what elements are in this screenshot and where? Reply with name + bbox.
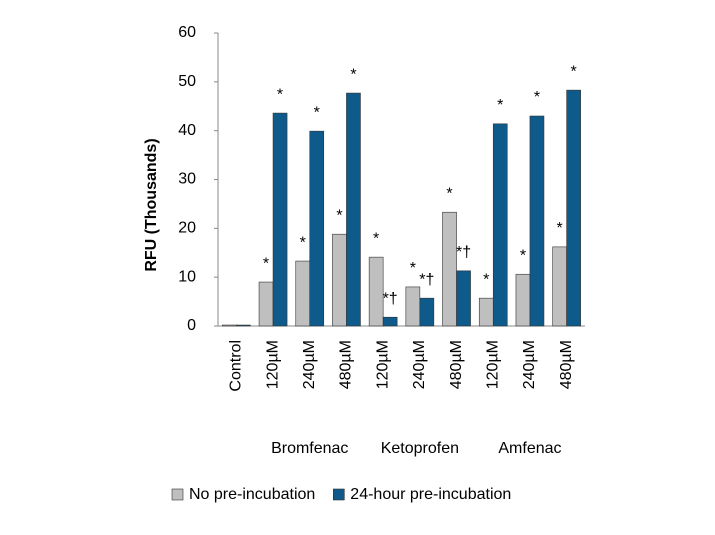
- annotation: *: [300, 234, 306, 251]
- annotation: *: [497, 97, 503, 114]
- bar: [258, 281, 274, 327]
- y-tick-label: 0: [187, 317, 196, 334]
- legend-swatch: [332, 488, 345, 501]
- y-tick-label: 50: [178, 73, 196, 90]
- bar: [368, 256, 384, 327]
- bar: [515, 273, 531, 327]
- y-tick-label: 40: [178, 122, 196, 139]
- annotation: *: [263, 255, 269, 272]
- x-tick-label: 120µM: [374, 340, 391, 389]
- y-tick-label: 30: [178, 171, 196, 188]
- bar: [405, 286, 421, 327]
- bar: [346, 92, 361, 327]
- bar: [382, 316, 398, 327]
- group-label: Bromfenac: [271, 440, 348, 457]
- bar: [492, 123, 508, 327]
- bar: [442, 211, 457, 327]
- annotation: *: [446, 185, 452, 202]
- y-tick-label: 10: [178, 268, 196, 285]
- annotation: *: [336, 207, 342, 224]
- x-tick-label: 120µM: [264, 340, 281, 389]
- x-tick-label: 480µM: [558, 340, 575, 389]
- legend-swatch: [171, 488, 184, 501]
- legend-label: 24-hour pre-incubation: [350, 486, 511, 503]
- annotation: *: [410, 260, 416, 277]
- x-tick-label: 240µM: [411, 340, 428, 389]
- annotation: *: [277, 86, 283, 103]
- bar: [529, 115, 545, 327]
- bar: [419, 297, 435, 327]
- x-tick-label: 240µM: [521, 340, 538, 389]
- annotation: *†: [419, 271, 434, 288]
- x-tick-label: 480µM: [338, 340, 355, 389]
- annotation: *: [520, 247, 526, 264]
- annotation: *: [350, 66, 356, 83]
- x-tick-label: 120µM: [484, 340, 501, 389]
- annotation: *: [373, 230, 379, 247]
- annotation: *: [483, 271, 489, 288]
- annotation: *†: [383, 290, 398, 307]
- legend-label: No pre-incubation: [189, 486, 315, 503]
- group-label: Amfenac: [498, 440, 561, 457]
- bar: [566, 89, 581, 327]
- annotation: *†: [456, 244, 471, 261]
- bar: [309, 130, 325, 327]
- y-tick-label: 60: [178, 24, 196, 41]
- annotation: *: [314, 104, 320, 121]
- y-axis-title: RFU (Thousands): [143, 138, 160, 271]
- y-tick-label: 20: [178, 220, 196, 237]
- bar: [236, 324, 251, 327]
- bar: [456, 270, 471, 327]
- bar: [478, 297, 494, 327]
- bar: [222, 324, 237, 327]
- bar: [552, 246, 567, 327]
- bar: [295, 260, 311, 327]
- x-tick-label: Control: [228, 340, 245, 392]
- annotation: *: [534, 89, 540, 106]
- x-tick-label: 480µM: [448, 340, 465, 389]
- x-tick-label: 240µM: [301, 340, 318, 389]
- annotation: *: [557, 220, 563, 237]
- annotation: *: [571, 63, 577, 80]
- bar: [272, 112, 288, 327]
- bar: [332, 233, 347, 327]
- group-label: Ketoprofen: [381, 440, 459, 457]
